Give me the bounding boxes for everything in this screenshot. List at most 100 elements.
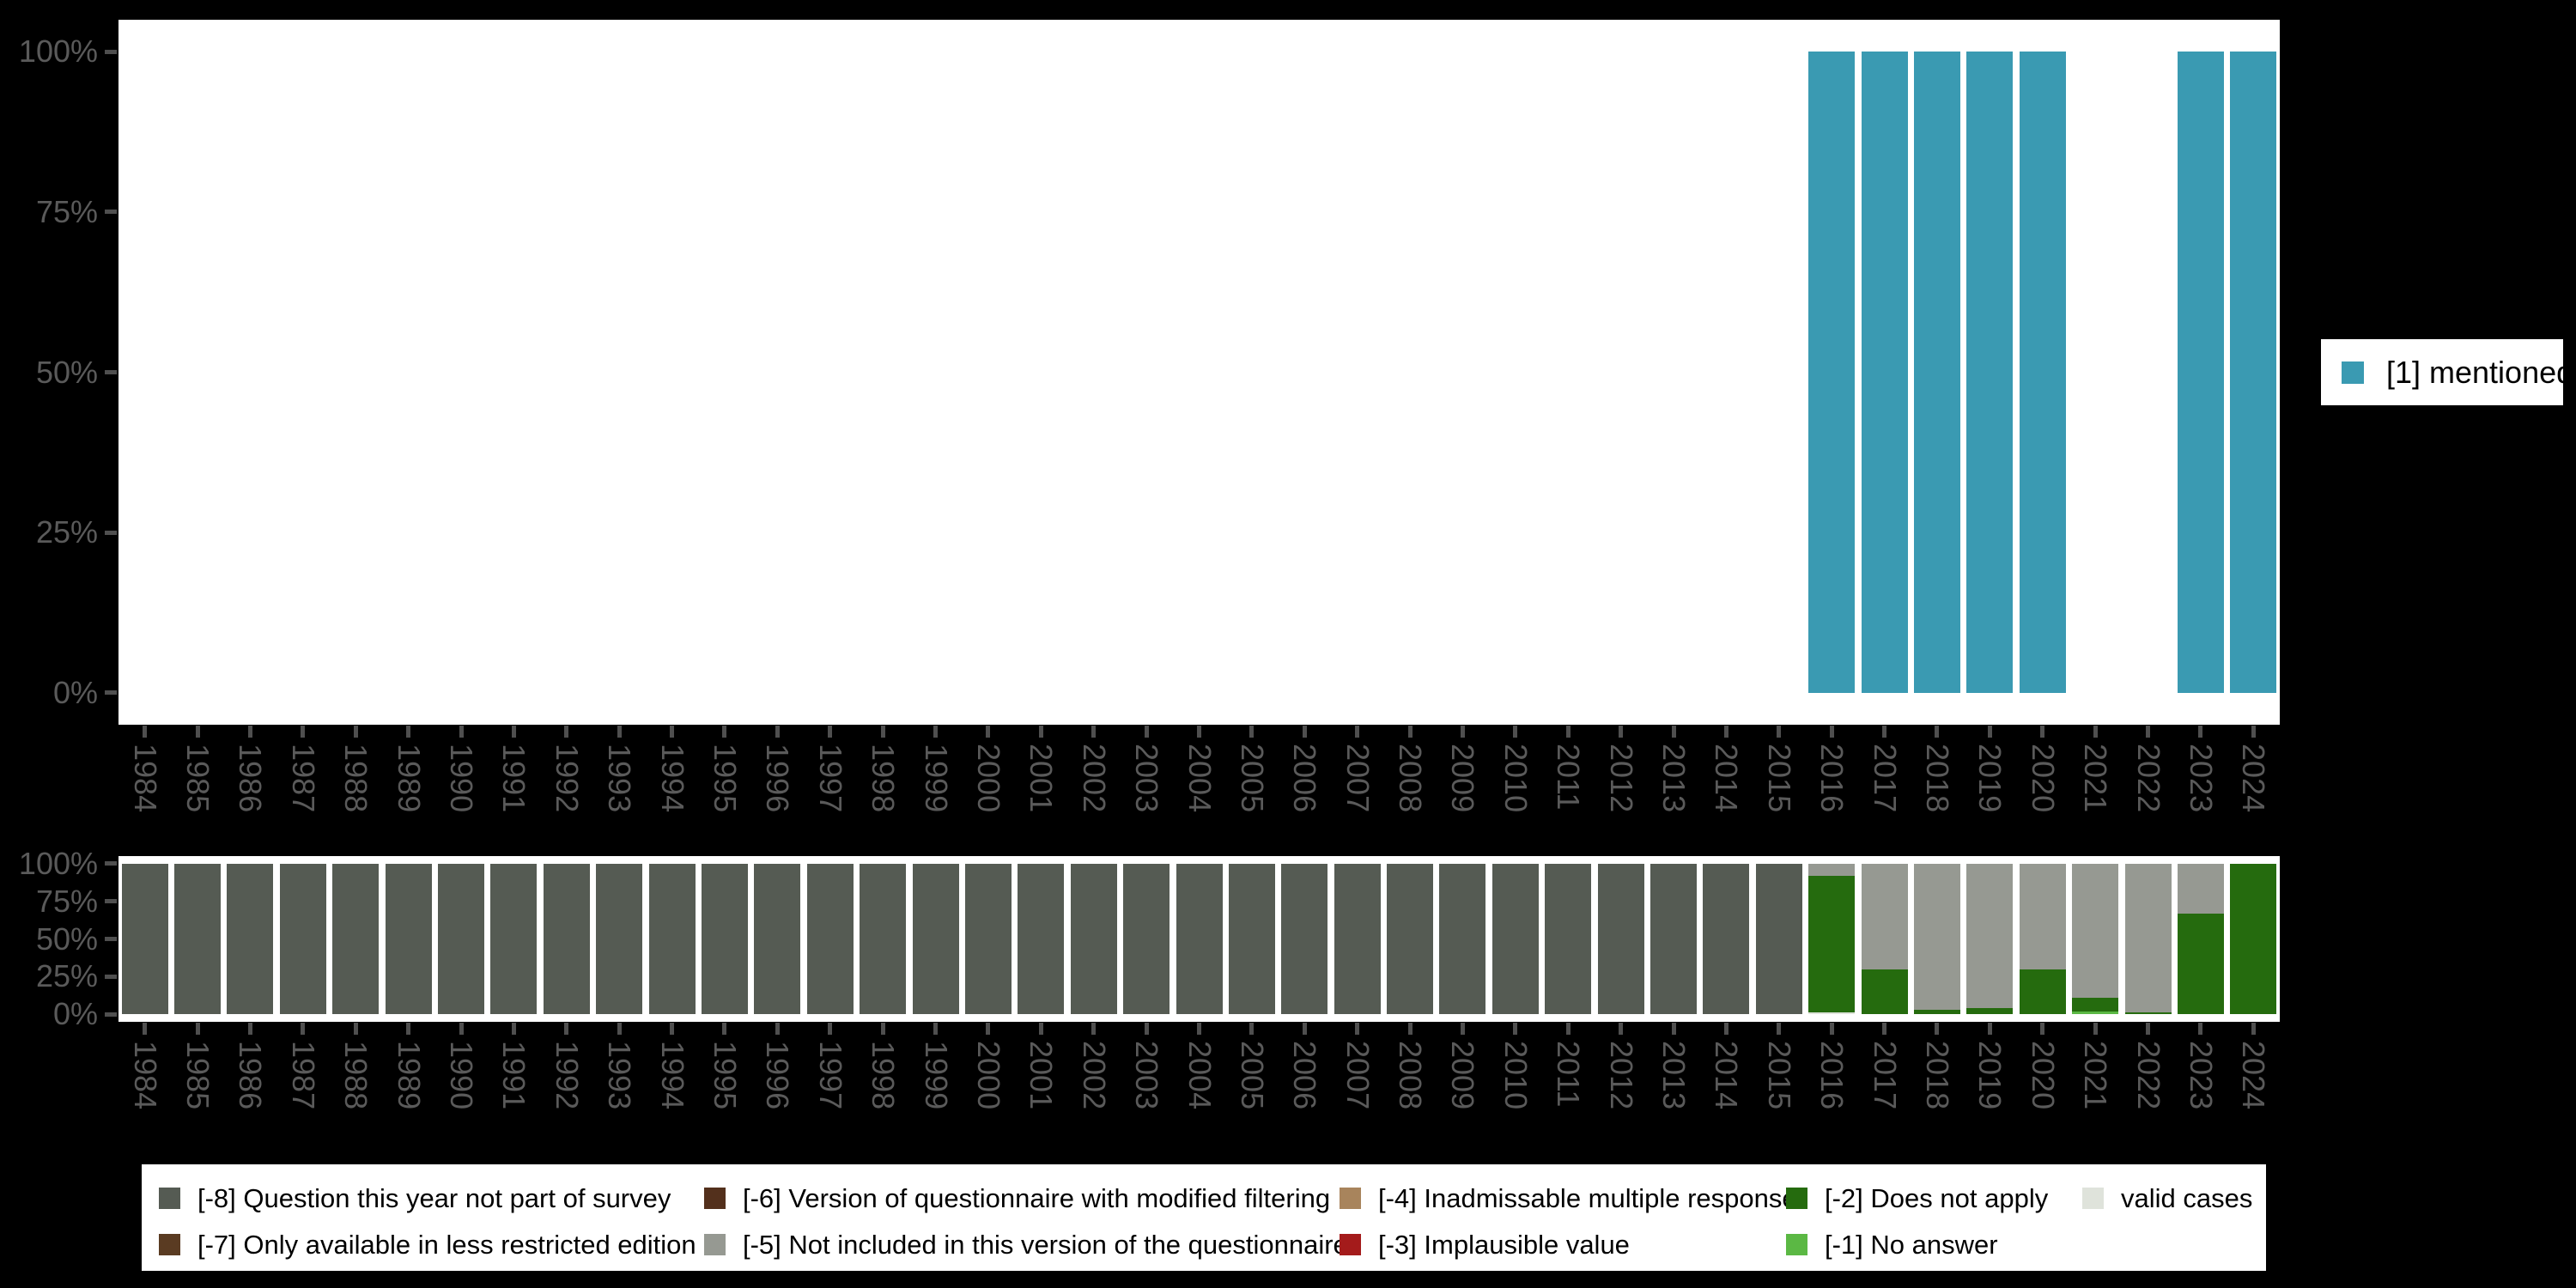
legend-label--7: [-7] Only available in less restricted e…	[197, 1230, 696, 1260]
bottom-x-label-2016: 2016	[1814, 1041, 1850, 1110]
segment-2022---2-does-not-apply	[2124, 1012, 2172, 1015]
top-x-label-2013: 2013	[1656, 744, 1692, 813]
y-tick-75%	[105, 210, 117, 215]
y-tick-label-0%: 0%	[52, 674, 98, 710]
bottom-x-label-2004: 2004	[1182, 1041, 1218, 1110]
top-x-tick-2007	[1355, 726, 1360, 738]
segment-2004---8-question-this-year-not-part-of-survey	[1176, 863, 1223, 1015]
top-x-label-2022: 2022	[2130, 744, 2166, 813]
bar-2017	[1861, 52, 1908, 693]
top-x-label-2000: 2000	[970, 744, 1006, 813]
segment-2008---8-question-this-year-not-part-of-survey	[1387, 863, 1434, 1015]
top-x-tick-2012	[1619, 726, 1624, 738]
bottom-x-tick-2002	[1091, 1023, 1097, 1035]
bottom-x-tick-2018	[1935, 1023, 1940, 1035]
top-x-label-1992: 1992	[549, 744, 585, 813]
top-x-tick-1986	[247, 726, 252, 738]
bottom-x-label-2018: 2018	[1919, 1041, 1955, 1110]
bottom-x-tick-2010	[1513, 1023, 1518, 1035]
top-x-label-2021: 2021	[2078, 744, 2114, 813]
bar-2016	[1808, 52, 1856, 693]
segment-2016-valid-cases	[1808, 1012, 1856, 1015]
bottom-x-tick-1995	[722, 1023, 727, 1035]
top-x-label-1986: 1986	[233, 744, 269, 813]
bottom-x-label-2003: 2003	[1129, 1041, 1165, 1110]
top-x-label-2010: 2010	[1498, 744, 1534, 813]
top-x-label-2008: 2008	[1393, 744, 1429, 813]
top-x-label-1991: 1991	[496, 744, 532, 813]
top-x-tick-2015	[1777, 726, 1782, 738]
top-x-tick-1998	[880, 726, 885, 738]
bottom-x-tick-2017	[1882, 1023, 1887, 1035]
top-x-tick-2003	[1144, 726, 1149, 738]
bottom-x-label-2012: 2012	[1603, 1041, 1639, 1110]
top-x-tick-1987	[301, 726, 306, 738]
top-x-label-2015: 2015	[1761, 744, 1797, 813]
top-x-tick-1999	[933, 726, 939, 738]
bottom-x-label-2023: 2023	[2183, 1041, 2219, 1110]
segment-2022---5-not-included-in-this-version-of-the-questionnaire	[2124, 863, 2172, 1012]
bottom-x-label-2022: 2022	[2130, 1041, 2166, 1110]
legend-label-valid: valid cases	[2121, 1183, 2253, 1213]
top-x-tick-1991	[511, 726, 516, 738]
segment-2003---8-question-this-year-not-part-of-survey	[1123, 863, 1170, 1015]
segment-1987---8-question-this-year-not-part-of-survey	[279, 863, 326, 1015]
segment-1991---8-question-this-year-not-part-of-survey	[490, 863, 538, 1015]
top-x-label-1985: 1985	[180, 744, 216, 813]
bottom-x-tick-2016	[1829, 1023, 1834, 1035]
bottom-x-label-1996: 1996	[760, 1041, 796, 1110]
bottom-x-tick-1988	[353, 1023, 358, 1035]
legend-label--8: [-8] Question this year not part of surv…	[197, 1183, 671, 1213]
bottom-x-label-1997: 1997	[812, 1041, 848, 1110]
bottom-x-tick-2015	[1777, 1023, 1782, 1035]
segment-2023---2-does-not-apply	[2177, 913, 2224, 1015]
segment-1994---8-question-this-year-not-part-of-survey	[648, 863, 696, 1015]
top-x-label-1993: 1993	[602, 744, 638, 813]
bottom-x-tick-1991	[511, 1023, 516, 1035]
top-x-tick-1990	[459, 726, 464, 738]
segment-2024---2-does-not-apply	[2230, 863, 2277, 1015]
y-tick-0%	[105, 690, 117, 696]
y-tick-label-25%: 25%	[35, 514, 98, 550]
top-x-tick-2017	[1882, 726, 1887, 738]
y-tick-100%	[105, 861, 117, 866]
top-x-tick-2002	[1091, 726, 1097, 738]
y-tick-0%	[105, 1012, 117, 1017]
segment-2002---8-question-this-year-not-part-of-survey	[1070, 863, 1117, 1015]
segment-1999---8-question-this-year-not-part-of-survey	[912, 863, 959, 1015]
top-x-tick-2023	[2198, 726, 2203, 738]
y-tick-label-50%: 50%	[35, 920, 98, 957]
bottom-x-tick-2011	[1565, 1023, 1571, 1035]
bottom-x-tick-1994	[670, 1023, 675, 1035]
top-x-label-2014: 2014	[1709, 744, 1745, 813]
bottom-x-label-2002: 2002	[1076, 1041, 1112, 1110]
y-tick-75%	[105, 899, 117, 904]
top-x-tick-1994	[670, 726, 675, 738]
segment-1990---8-question-this-year-not-part-of-survey	[438, 863, 485, 1015]
top-x-tick-2009	[1460, 726, 1465, 738]
top-x-label-2011: 2011	[1551, 744, 1587, 811]
segment-2021---5-not-included-in-this-version-of-the-questionnaire	[2072, 863, 2119, 998]
bottom-x-tick-2020	[2040, 1023, 2045, 1035]
segment-2018---5-not-included-in-this-version-of-the-questionnaire	[1913, 863, 1960, 1010]
top-x-label-1998: 1998	[866, 744, 902, 813]
bottom-x-label-2013: 2013	[1656, 1041, 1692, 1110]
top-x-label-2007: 2007	[1340, 744, 1376, 813]
top-x-tick-1992	[564, 726, 569, 738]
y-tick-100%	[105, 49, 117, 54]
top-x-label-1997: 1997	[812, 744, 848, 813]
missing-codes-legend: [-8] Question this year not part of surv…	[142, 1164, 2266, 1271]
top-x-label-2005: 2005	[1234, 744, 1270, 813]
top-x-tick-2018	[1935, 726, 1940, 738]
bottom-x-label-1990: 1990	[444, 1041, 480, 1110]
top-x-label-1996: 1996	[760, 744, 796, 813]
segment-1984---8-question-this-year-not-part-of-survey	[121, 863, 168, 1015]
bottom-x-tick-1990	[459, 1023, 464, 1035]
bottom-x-label-1989: 1989	[391, 1041, 427, 1110]
top-x-label-2006: 2006	[1287, 744, 1323, 813]
bottom-x-tick-2005	[1249, 1023, 1255, 1035]
top-x-tick-2004	[1197, 726, 1201, 738]
top-x-label-2009: 2009	[1445, 744, 1481, 813]
segment-2014---8-question-this-year-not-part-of-survey	[1703, 863, 1750, 1015]
top-x-label-1988: 1988	[338, 744, 374, 813]
